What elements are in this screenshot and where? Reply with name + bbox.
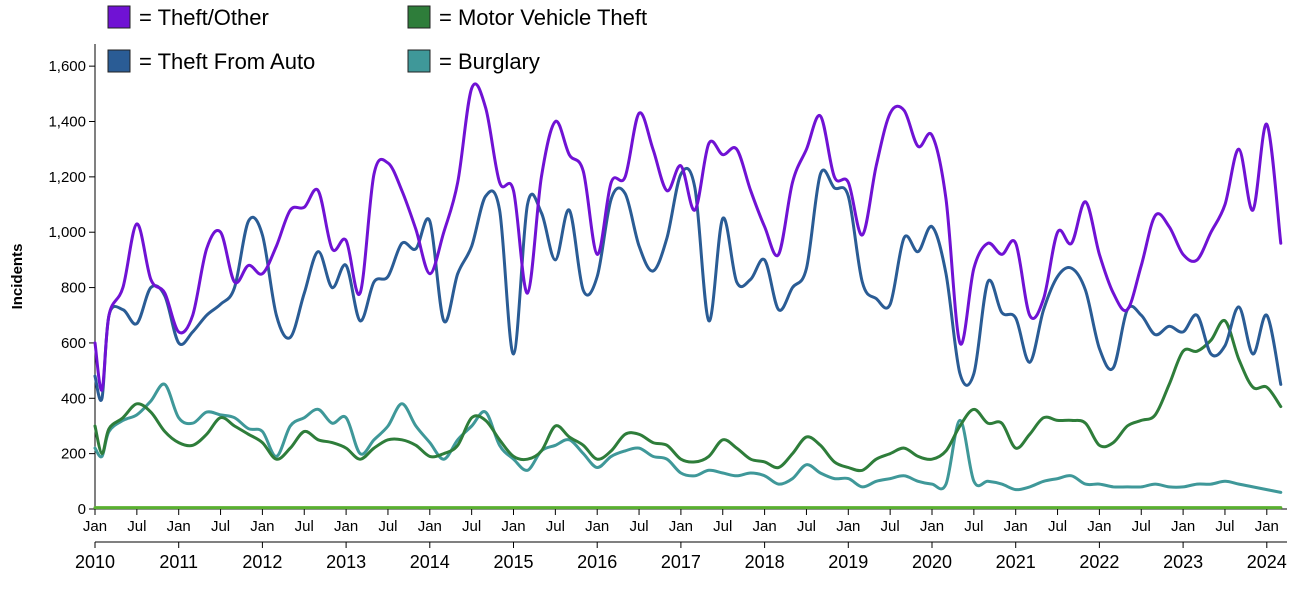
x-month-tick-label: Jul [881, 518, 900, 535]
y-tick-label: 1,200 [48, 169, 86, 186]
series-line-burglary [93, 382, 1283, 494]
y-axis-label: Incidents [9, 244, 26, 310]
x-year-tick-label: 2021 [996, 552, 1036, 572]
x-month-tick-label: Jul [378, 518, 397, 535]
x-month-tick-label: Jan [920, 518, 944, 535]
legend-swatch [107, 5, 131, 29]
x-month-tick-label: Jul [964, 518, 983, 535]
x-month-tick-label: Jul [1048, 518, 1067, 535]
legend: = Theft/Other = Motor Vehicle Theft = Thef… [107, 5, 647, 74]
x-month-tick-label: Jul [713, 518, 732, 535]
legend-swatch [407, 5, 431, 29]
legend-label: = Theft From Auto [139, 49, 315, 74]
y-tick-label: 800 [61, 280, 86, 297]
x-month-tick-label: Jan [669, 518, 693, 535]
x-year-tick-label: 2024 [1247, 552, 1287, 572]
x-month-tick-label: Jan [1004, 518, 1028, 535]
legend-swatch [107, 49, 131, 73]
x-month-tick-label: Jan [585, 518, 609, 535]
x-month-tick-label: Jul [462, 518, 481, 535]
x-year-tick-label: 2015 [493, 552, 533, 572]
x-month-tick-label: Jan [753, 518, 777, 535]
x-year-tick-label: 2016 [577, 552, 617, 572]
series-line-motor-vehicle-theft [93, 319, 1283, 473]
x-month-tick-label: Jan [501, 518, 525, 535]
axes: 0 200 400 600 800 1,000 1,200 1,400 1,600 Inciden… [9, 44, 1287, 572]
x-month-tick-label: Jul [1215, 518, 1234, 535]
x-month-tick-label: Jan [250, 518, 274, 535]
y-tick-label: 600 [61, 335, 86, 352]
series-line-theft-other [93, 82, 1283, 392]
y-tick-label: 0 [78, 501, 86, 518]
x-month-tick-label: Jan [1255, 518, 1279, 535]
x-year-tick-label: 2014 [410, 552, 450, 572]
y-tick-label: 1,000 [48, 224, 86, 241]
x-year-tick-label: 2011 [159, 552, 198, 572]
x-year-tick-label: 2023 [1163, 552, 1203, 572]
y-tick-label: 1,400 [48, 114, 86, 131]
legend-label: = Theft/Other [139, 5, 269, 30]
x-month-tick-label: Jul [127, 518, 146, 535]
x-month-tick-label: Jan [1087, 518, 1111, 535]
x-month-tick-label: Jul [546, 518, 565, 535]
x-year-tick-label: 2022 [1079, 552, 1119, 572]
x-month-tick-label: Jan [1171, 518, 1195, 535]
x-year-tick-label: 2020 [912, 552, 952, 572]
x-year-tick-label: 2010 [75, 552, 115, 572]
x-month-tick-label: Jul [211, 518, 230, 535]
x-year-tick-label: 2017 [661, 552, 701, 572]
x-month-tick-label: Jul [1132, 518, 1151, 535]
legend-label: = Motor Vehicle Theft [439, 5, 647, 30]
legend-label: = Burglary [439, 49, 540, 74]
legend-swatch [407, 49, 431, 73]
x-year-tick-label: 2018 [745, 552, 785, 572]
x-month-tick-label: Jan [334, 518, 358, 535]
x-year-tick-label: 2019 [828, 552, 868, 572]
x-month-tick-label: Jul [629, 518, 648, 535]
y-tick-label: 1,600 [48, 58, 86, 75]
y-tick-label: 200 [61, 446, 86, 463]
x-year-tick-label: 2012 [242, 552, 282, 572]
series-lines [93, 82, 1283, 510]
x-month-tick-label: Jan [167, 518, 191, 535]
x-month-tick-label: Jul [797, 518, 816, 535]
x-month-tick-label: Jan [83, 518, 107, 535]
series-line-theft-from-auto [93, 166, 1283, 402]
y-tick-label: 400 [61, 390, 86, 407]
x-month-tick-label: Jan [836, 518, 860, 535]
x-month-tick-label: Jul [295, 518, 314, 535]
x-month-tick-label: Jan [418, 518, 442, 535]
x-year-tick-label: 2013 [326, 552, 366, 572]
